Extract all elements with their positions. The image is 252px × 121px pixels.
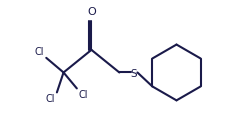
Text: Cl: Cl <box>45 94 55 104</box>
Text: O: O <box>87 7 96 17</box>
Text: Cl: Cl <box>78 90 88 100</box>
Text: S: S <box>131 69 137 79</box>
Text: Cl: Cl <box>35 47 44 57</box>
